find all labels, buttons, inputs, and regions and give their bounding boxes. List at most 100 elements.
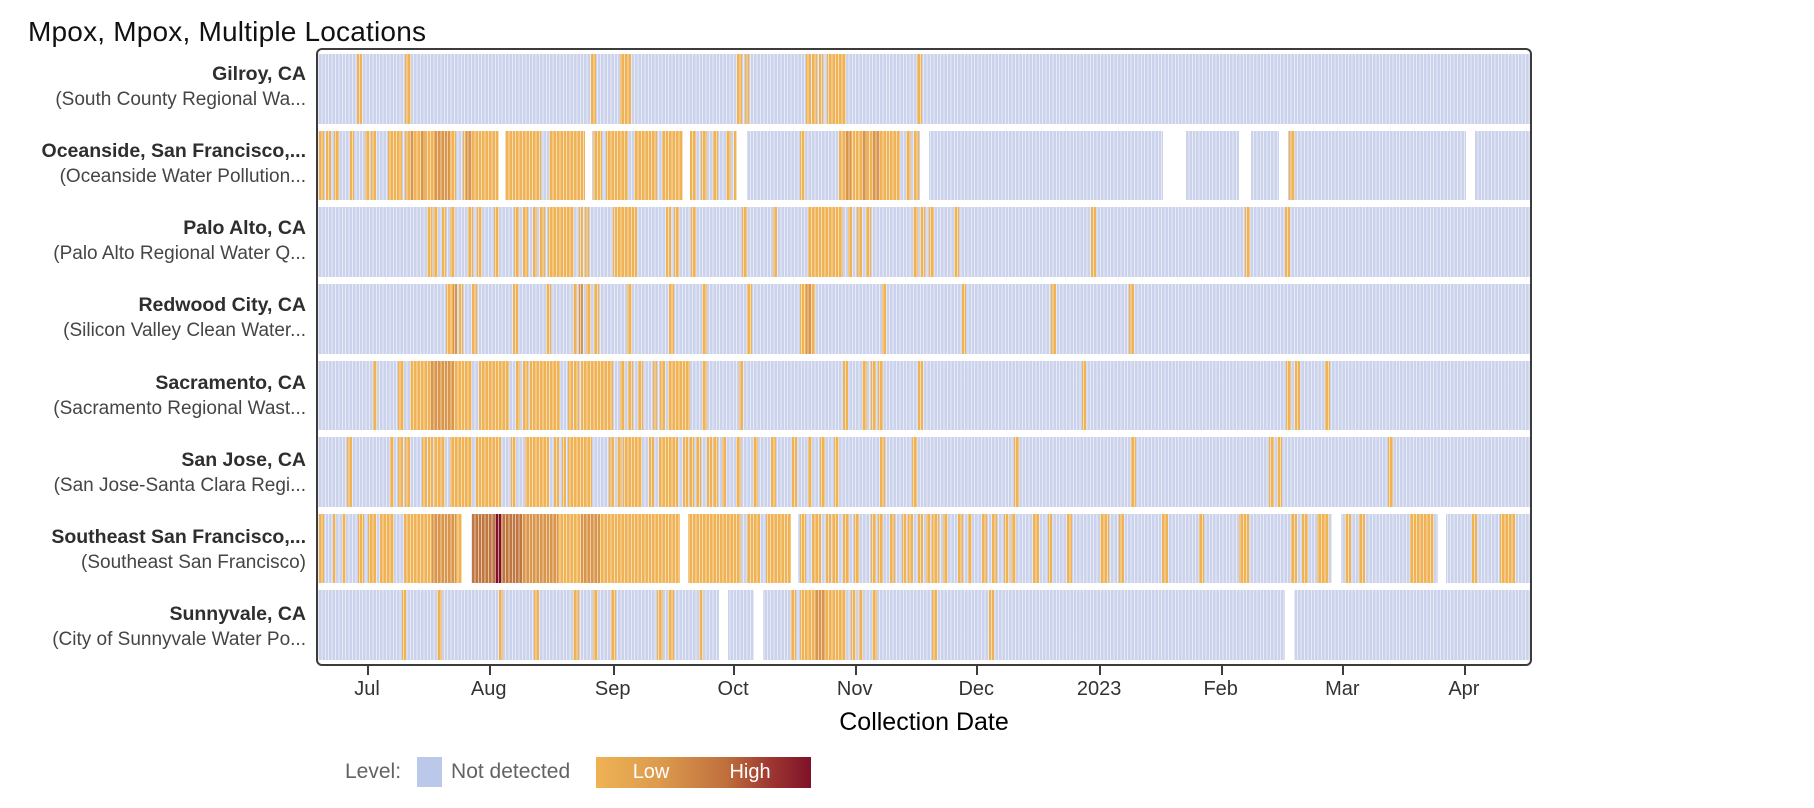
detection-stripe [545,283,551,354]
detection-stripe [433,207,438,277]
detection-stripe [928,207,934,277]
detection-stripe [434,130,451,201]
detection-stripe [611,590,617,660]
detection-stripe [1359,513,1366,584]
detection-stripe [475,437,501,507]
detection-stripe [349,130,355,201]
detection-stripe [957,513,963,584]
detection-stripe [932,590,938,660]
detection-stripe [521,513,558,584]
detection-stripe [347,437,352,507]
detection-stripe [548,207,574,277]
detection-stripe [991,513,997,584]
detection-stripe [628,360,634,431]
legend: Level: Not detected Low High [345,752,812,792]
detection-stripe [389,437,395,507]
detection-stripe [842,360,848,431]
detection-stripe [668,360,691,431]
detection-stripe [450,437,472,507]
heatmap-row-track[interactable] [318,590,1530,660]
legend-low-label: Low [632,760,670,783]
detection-stripe [659,360,665,431]
detection-stripe [1471,513,1477,584]
detection-stripe [356,54,362,124]
detection-stripe [791,437,797,507]
row-location: Sunnyvale, CA [169,602,306,625]
detection-stripe [332,513,337,584]
detection-stripe [452,283,458,354]
tick-mark [367,666,370,675]
detection-stripe [812,513,821,584]
heatmap-row-track[interactable] [318,283,1530,354]
no-data-gap [498,130,505,201]
detection-stripe [319,513,325,584]
row-location: Sacramento, CA [155,371,306,394]
detection-stripe [606,130,629,201]
detection-stripe [623,437,642,507]
detection-stripe [522,360,528,431]
detection-stripe [1269,437,1275,507]
row-label: Oceanside, San Francisco,... (Oceanside W… [0,129,306,199]
tick-label: 2023 [1076,678,1122,700]
row-facility: (Oceanside Water Pollution... [59,166,306,188]
detection-stripe [549,130,585,201]
row-label: Sacramento, CA (Sacramento Regional Wast.… [0,361,306,431]
row-facility: (South County Regional Wa... [55,89,306,111]
detection-stripe [1051,283,1057,354]
detection-stripe [851,590,857,660]
heatmap-row-track[interactable] [318,437,1530,507]
tick-label: Feb [1203,678,1238,700]
row-location: Southeast San Francisco,... [51,525,306,548]
detection-stripe [578,283,584,354]
heatmap-row-track[interactable] [318,513,1530,584]
detection-stripe [1410,513,1435,584]
row-label: Sunnyvale, CA (City of Sunnyvale Water Po… [0,592,306,662]
heatmap-row-track[interactable] [318,360,1530,431]
detection-stripe [434,437,446,507]
heatmap-row-track[interactable] [318,207,1530,277]
heatmap-row-track[interactable] [318,130,1530,201]
detection-stripe [476,207,482,277]
detection-stripe [539,207,545,277]
detection-stripe [1388,437,1394,507]
tick-mark [733,666,736,675]
no-data-gap [1279,130,1288,201]
row-facility: (Southeast San Francisco) [81,551,306,573]
detection-stripe [1245,207,1251,277]
detection-stripe [663,437,678,507]
no-data-gap [682,130,691,201]
detection-stripe [698,590,704,660]
detection-stripe [468,207,474,277]
detection-stripe [713,437,718,507]
legend-gradient-bar: Low High [596,756,812,788]
detection-stripe [637,360,643,431]
row-location: Palo Alto, CA [183,217,306,240]
chart-title: Mpox, Mpox, Multiple Locations [28,16,427,47]
tick-label: Dec [958,678,995,700]
detection-stripe [696,437,701,507]
no-data-gap [1465,130,1476,201]
detection-stripe [1161,513,1168,584]
detection-stripe [943,513,949,584]
detection-stripe [471,283,477,354]
heatmap-row-track[interactable] [318,54,1530,124]
detection-stripe [914,130,920,201]
no-data-gap [680,513,688,584]
detection-stripe [806,283,812,354]
detection-stripe [479,360,510,431]
detection-stripe [1099,513,1110,584]
no-data-gap [790,513,798,584]
detection-stripe [533,590,539,660]
detection-stripe [371,130,377,201]
legend-high-label: High [729,760,771,783]
detection-stripe [1119,513,1124,584]
row-label: Southeast San Francisco,... (Southeast Sa… [0,515,306,585]
detection-stripe [405,54,412,124]
detection-stripe [1325,360,1331,431]
detection-stripe [367,513,377,584]
detection-stripe [397,360,405,431]
detection-stripe [825,513,831,584]
detection-stripe [405,437,411,507]
detection-stripe [721,437,727,507]
